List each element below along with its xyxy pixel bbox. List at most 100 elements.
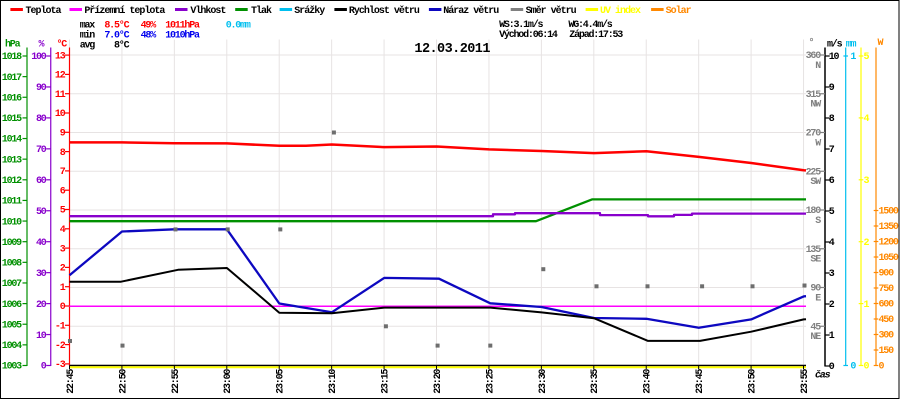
svg-text:7.0°C: 7.0°C <box>104 29 129 41</box>
svg-text:NW: NW <box>810 100 821 111</box>
svg-text:23:30: 23:30 <box>538 369 549 394</box>
svg-text:1050: 1050 <box>879 253 899 264</box>
svg-text:7: 7 <box>829 145 835 156</box>
svg-text:Rychlost větru: Rychlost větru <box>349 5 420 17</box>
svg-text:-3: -3 <box>55 360 66 371</box>
svg-text:50: 50 <box>36 207 47 218</box>
svg-text:23:25: 23:25 <box>485 369 496 394</box>
svg-text:1018: 1018 <box>2 52 22 63</box>
svg-text:23:00: 23:00 <box>223 369 234 394</box>
svg-text:Západ:17:53: Západ:17:53 <box>569 29 623 41</box>
svg-text:180: 180 <box>806 206 822 217</box>
svg-text:Srážky: Srážky <box>294 5 325 17</box>
svg-text:3: 3 <box>829 269 835 280</box>
svg-text:1: 1 <box>850 52 856 63</box>
svg-text:23:45: 23:45 <box>695 369 706 394</box>
svg-text:W: W <box>878 38 884 49</box>
svg-text:22:45: 22:45 <box>66 369 77 394</box>
svg-text:2: 2 <box>829 300 835 311</box>
svg-text:mm: mm <box>846 40 857 51</box>
svg-text:11: 11 <box>55 90 66 101</box>
svg-text:5: 5 <box>60 206 66 217</box>
svg-text:WS:3.1m/s: WS:3.1m/s <box>499 19 543 31</box>
svg-text:4: 4 <box>864 114 870 125</box>
svg-text:0: 0 <box>60 302 66 313</box>
svg-text:600: 600 <box>879 300 895 311</box>
svg-text:1014: 1014 <box>2 135 22 146</box>
svg-text:3: 3 <box>60 244 66 255</box>
svg-text:8.5°C: 8.5°C <box>104 19 129 31</box>
svg-text:%: % <box>39 40 45 51</box>
svg-text:8: 8 <box>829 114 835 125</box>
svg-text:m/s: m/s <box>827 39 843 51</box>
svg-text:4: 4 <box>829 238 835 249</box>
svg-text:N: N <box>815 61 821 72</box>
svg-text:270: 270 <box>806 129 822 140</box>
svg-text:1: 1 <box>864 300 870 311</box>
svg-text:5: 5 <box>864 52 870 63</box>
svg-text:300: 300 <box>879 331 895 342</box>
svg-text:20: 20 <box>36 300 47 311</box>
svg-text:6: 6 <box>60 186 66 197</box>
svg-text:SW: SW <box>810 177 821 188</box>
svg-text:Vlhkost: Vlhkost <box>190 5 226 17</box>
svg-text:13: 13 <box>55 51 66 62</box>
svg-text:7: 7 <box>60 167 66 178</box>
svg-text:1015: 1015 <box>2 114 22 125</box>
svg-text:23:35: 23:35 <box>590 369 601 394</box>
svg-text:1350: 1350 <box>879 222 899 233</box>
svg-text:Východ:06:14: Východ:06:14 <box>499 29 558 41</box>
svg-text:10: 10 <box>36 331 47 342</box>
svg-text:1017: 1017 <box>2 73 22 84</box>
svg-text:Přízemní teplota: Přízemní teplota <box>84 5 165 17</box>
svg-text:NE: NE <box>810 332 821 343</box>
svg-text:čas: čas <box>815 370 831 382</box>
svg-text:49%: 49% <box>141 20 157 31</box>
svg-text:23:15: 23:15 <box>381 369 392 394</box>
svg-text:avg: avg <box>80 40 96 51</box>
svg-text:450: 450 <box>879 315 895 326</box>
svg-text:°C: °C <box>57 39 68 51</box>
svg-text:12: 12 <box>55 71 66 82</box>
svg-text:1011hPa: 1011hPa <box>165 19 200 31</box>
svg-text:22:50: 22:50 <box>118 369 129 394</box>
svg-text:1008: 1008 <box>2 259 22 270</box>
svg-text:0: 0 <box>879 362 885 373</box>
svg-text:Směr větru: Směr větru <box>526 5 577 17</box>
svg-text:1200: 1200 <box>879 238 899 249</box>
svg-text:1013: 1013 <box>2 155 22 166</box>
svg-text:23:55: 23:55 <box>800 369 811 394</box>
svg-text:100: 100 <box>31 52 47 63</box>
svg-text:1011: 1011 <box>2 197 22 208</box>
svg-text:W: W <box>815 138 821 149</box>
svg-text:90: 90 <box>36 83 47 94</box>
svg-text:1: 1 <box>60 283 66 294</box>
svg-text:8°C: 8°C <box>114 39 130 51</box>
svg-text:4: 4 <box>60 225 66 236</box>
svg-text:22:55: 22:55 <box>171 369 182 394</box>
svg-text:min: min <box>80 29 96 41</box>
svg-text:hPa: hPa <box>5 39 21 51</box>
svg-text:225: 225 <box>806 167 822 178</box>
svg-text:1: 1 <box>829 331 835 342</box>
svg-text:135: 135 <box>806 245 822 256</box>
svg-text:2: 2 <box>864 238 870 249</box>
svg-text:23:05: 23:05 <box>276 369 287 394</box>
svg-text:150: 150 <box>879 346 895 357</box>
svg-text:E: E <box>815 293 821 304</box>
svg-text:-1: -1 <box>55 322 66 333</box>
svg-text:Teplota: Teplota <box>26 5 62 17</box>
svg-text:48%: 48% <box>141 30 157 41</box>
svg-text:0.0mm: 0.0mm <box>226 20 251 31</box>
svg-text:70: 70 <box>36 145 47 156</box>
svg-text:90: 90 <box>810 284 821 295</box>
svg-text:UV index: UV index <box>600 5 641 17</box>
svg-text:315: 315 <box>806 90 822 101</box>
svg-text:0: 0 <box>41 362 47 373</box>
svg-text:1007: 1007 <box>2 279 22 290</box>
svg-text:5: 5 <box>829 207 835 218</box>
svg-text:Tlak: Tlak <box>251 5 272 17</box>
svg-text:0: 0 <box>864 362 870 373</box>
svg-text:WG:4.4m/s: WG:4.4m/s <box>568 19 612 31</box>
svg-text:3: 3 <box>864 176 870 187</box>
